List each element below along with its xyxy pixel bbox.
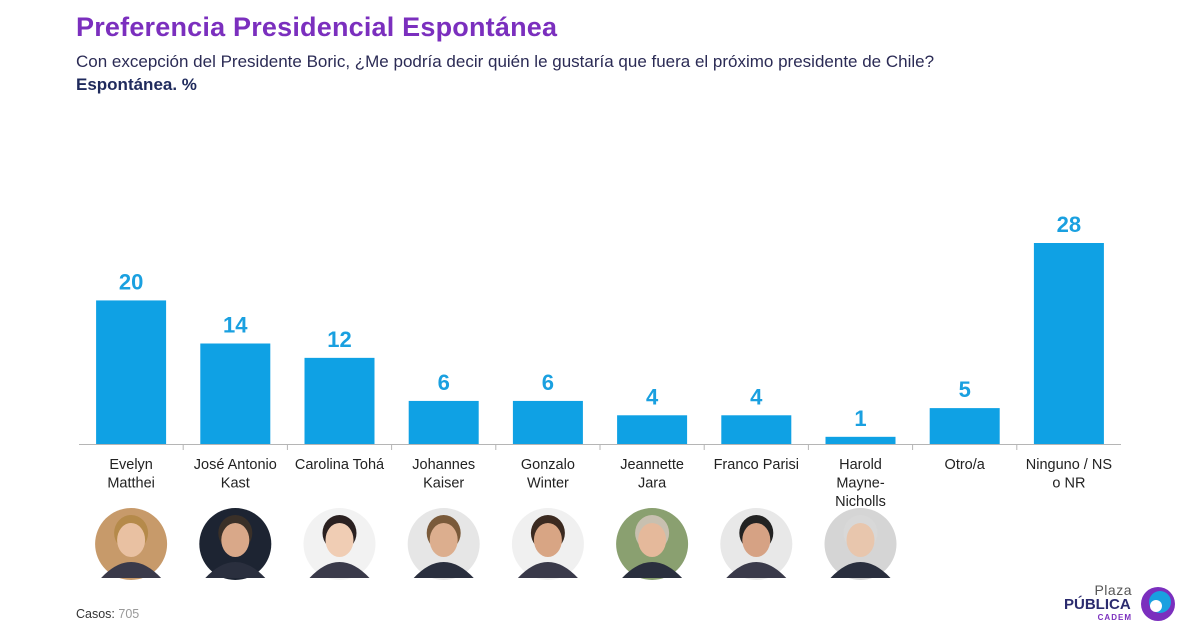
candidate-photo-shoulders — [726, 562, 787, 578]
bar — [721, 415, 792, 444]
candidate-photo-shoulders — [830, 562, 891, 578]
candidate-photo-shoulders — [413, 562, 474, 578]
chart-subtitle: Con excepción del Presidente Boric, ¿Me … — [76, 52, 935, 71]
logo-line-plaza: Plaza — [1094, 582, 1132, 598]
category-label: Gonzalo Winter — [521, 457, 575, 492]
category-label: José Antonio Kast — [194, 457, 277, 492]
candidate-photo-face — [846, 523, 875, 557]
bar — [304, 357, 375, 444]
candidate-photo-shoulders — [205, 562, 266, 578]
bar — [200, 343, 271, 444]
plaza-publica-logo: Plaza PÚBLICA CADEM — [1060, 580, 1180, 626]
category-label: Evelyn Matthei — [107, 457, 155, 492]
category-label-line: o NR — [1052, 476, 1085, 492]
category-label-line: Franco Parisi — [714, 457, 799, 473]
data-label: 4 — [646, 384, 659, 409]
category-label-line: Mayne- — [836, 476, 885, 492]
candidate-photo-face — [429, 523, 458, 557]
category-label: Ninguno / NS o NR — [1026, 457, 1112, 492]
bar — [96, 300, 167, 444]
bar — [408, 400, 479, 444]
candidate-photo-shoulders — [309, 562, 370, 578]
candidate-photo-face — [533, 523, 562, 557]
data-label: 6 — [438, 370, 450, 395]
category-label: Harold Mayne- Nicholls — [835, 457, 886, 510]
data-label: 14 — [223, 313, 248, 338]
candidate-photo-face — [221, 523, 250, 557]
category-label: Jeannette Jara — [620, 457, 684, 492]
logo-line-cadem: CADEM — [1097, 613, 1132, 622]
chart-subtitle-unit: Espontánea. % — [76, 75, 197, 94]
category-label-line: Kast — [221, 476, 250, 492]
category-label-line: Carolina Tohá — [295, 457, 385, 473]
sample-size-value: 705 — [118, 607, 140, 621]
data-label: 12 — [327, 327, 351, 352]
candidate-photo-face — [638, 523, 667, 557]
data-label: 1 — [854, 406, 866, 431]
candidate-photo-shoulders — [101, 562, 162, 578]
category-label-line: Jara — [638, 476, 667, 492]
candidate-photo-face — [325, 523, 354, 557]
data-label: 6 — [542, 370, 554, 395]
category-label: Franco Parisi — [714, 457, 799, 473]
candidate-photo-face — [117, 523, 146, 557]
data-label: 5 — [959, 377, 971, 402]
category-label: Johannes Kaiser — [412, 457, 475, 492]
category-label-line: Nicholls — [835, 494, 886, 510]
category-label-line: Evelyn — [109, 457, 153, 473]
bar — [1033, 243, 1104, 444]
chart-title: Preferencia Presidencial Espontánea — [76, 12, 558, 42]
candidate-photo-shoulders — [517, 562, 578, 578]
candidate-photo-face — [742, 523, 771, 557]
logo-mark-icon — [1141, 587, 1175, 621]
candidate-photo-shoulders — [622, 562, 683, 578]
category-label-line: José Antonio — [194, 457, 277, 473]
bar — [617, 415, 688, 444]
category-label: Carolina Tohá — [295, 457, 385, 473]
data-label: 20 — [119, 269, 143, 294]
category-label-line: Matthei — [107, 476, 155, 492]
bar — [929, 408, 1000, 444]
bar — [512, 400, 583, 444]
category-label-line: Gonzalo — [521, 457, 575, 473]
category-label-line: Harold — [839, 457, 882, 473]
category-label-line: Kaiser — [423, 476, 464, 492]
category-label: Otro/a — [945, 457, 986, 473]
category-label-line: Otro/a — [945, 457, 986, 473]
category-label-line: Winter — [527, 476, 569, 492]
sample-size-label: Casos: — [76, 607, 115, 621]
data-label: 28 — [1057, 212, 1081, 237]
logo-line-publica: PÚBLICA — [1064, 596, 1131, 613]
category-label-line: Ninguno / NS — [1026, 457, 1112, 473]
data-label: 4 — [750, 384, 763, 409]
category-label-line: Johannes — [412, 457, 475, 473]
bar — [825, 436, 896, 444]
sample-size: Casos: 705 — [76, 607, 139, 621]
category-label-line: Jeannette — [620, 457, 684, 473]
